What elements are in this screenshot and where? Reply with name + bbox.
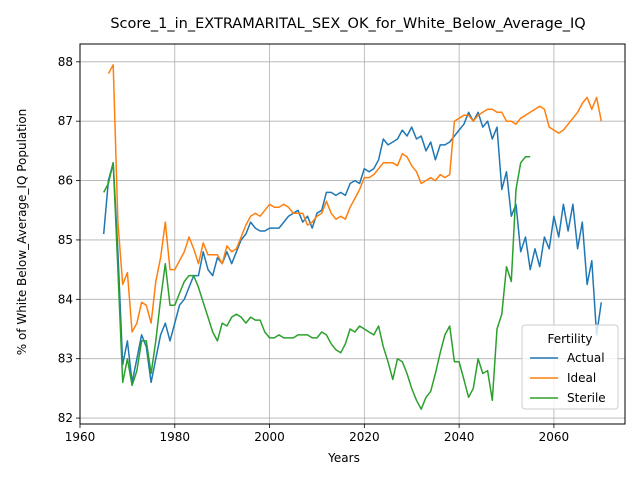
legend-label-actual: Actual [567, 351, 605, 365]
legend: Fertility Actual Ideal Sterile [521, 324, 619, 410]
series-line-sterile [103, 156, 531, 410]
y-tick-label: 87 [58, 114, 73, 128]
x-tick-label: 2060 [539, 430, 570, 444]
x-tick-label: 1960 [65, 430, 96, 444]
series-line-actual [102, 111, 603, 384]
y-tick-label: 84 [58, 292, 73, 306]
series-layer [102, 64, 603, 410]
plot-frame [79, 43, 626, 425]
y-tick-label: 85 [58, 233, 73, 247]
series-line-ideal [107, 64, 603, 333]
y-tick-label: 82 [58, 411, 73, 425]
y-tick-label: 83 [58, 352, 73, 366]
chart-title: Score_1_in_EXTRAMARITAL_SEX_OK_for_White… [110, 16, 585, 32]
x-tick-label: 2000 [254, 430, 285, 444]
legend-title: Fertility [547, 332, 592, 346]
x-tick-label: 1980 [160, 430, 191, 444]
legend-label-sterile: Sterile [567, 391, 606, 405]
x-tick-label: 2040 [444, 430, 475, 444]
x-tick-label: 2020 [349, 430, 380, 444]
y-tick-label: 88 [58, 55, 73, 69]
y-axis: 82 83 84 85 86 87 88 [58, 55, 80, 425]
y-axis-label: % of White Below_Average_IQ Population [15, 109, 29, 356]
legend-box [521, 324, 619, 410]
y-tick-label: 86 [58, 174, 73, 188]
grid-lines [79, 44, 625, 424]
x-axis-label: Years [327, 451, 360, 465]
legend-entries: Actual Ideal Sterile [530, 351, 606, 405]
legend-label-ideal: Ideal [567, 371, 596, 385]
x-axis: 1960 1980 2000 2020 2040 2060 [65, 424, 569, 444]
